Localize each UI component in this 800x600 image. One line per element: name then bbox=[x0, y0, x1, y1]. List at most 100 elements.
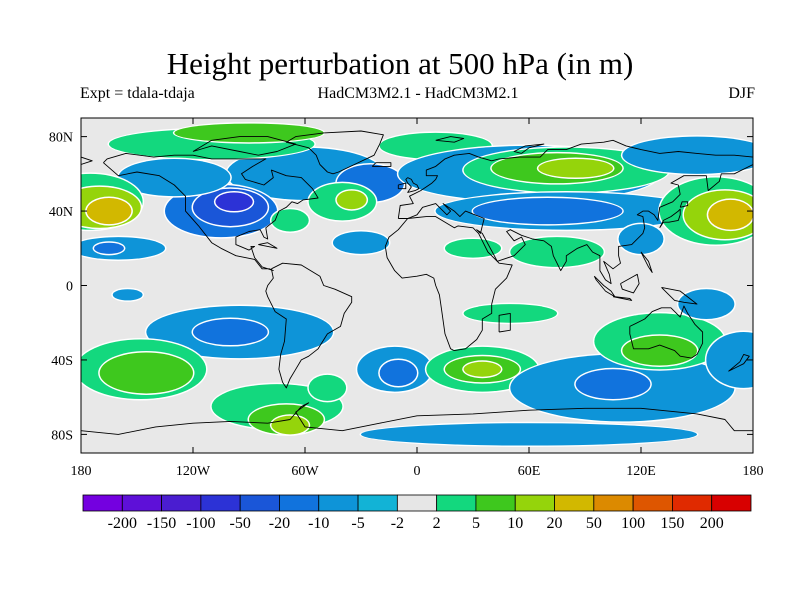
experiment-label: Expt = tdala-tdaja bbox=[80, 85, 195, 102]
colorbar-label: 10 bbox=[507, 515, 523, 532]
colorbar-swatch bbox=[161, 494, 202, 512]
colorbar-label: -200 bbox=[108, 515, 137, 532]
contour-region bbox=[361, 423, 697, 446]
coastline bbox=[384, 216, 513, 352]
colorbar-swatch bbox=[279, 494, 320, 512]
y-axis-ticks: 80N 40N 0 40S 80S bbox=[49, 131, 753, 443]
colorbar-swatch bbox=[711, 494, 752, 512]
colorbar-swatch bbox=[672, 494, 713, 512]
coastline bbox=[81, 156, 93, 165]
contour-region bbox=[86, 198, 132, 225]
coastline bbox=[397, 139, 753, 219]
coastline bbox=[679, 201, 689, 208]
x-axis-ticks: 180 120W 60W 0 60E 120E 180 bbox=[71, 118, 764, 479]
colorbar-label: -50 bbox=[230, 515, 251, 532]
model-label: HadCM3M2.1 - HadCM3M2.1 bbox=[317, 85, 519, 102]
x-tick-label: 180 bbox=[71, 464, 92, 479]
x-tick-label: 60W bbox=[291, 464, 319, 479]
colorbar-label: 50 bbox=[586, 515, 602, 532]
colorbar-label: -20 bbox=[269, 515, 290, 532]
contour-region bbox=[706, 332, 753, 388]
colorbar-swatch bbox=[318, 494, 359, 512]
colorbar-swatch bbox=[239, 494, 280, 512]
colorbar-swatch bbox=[554, 494, 595, 512]
x-tick-label: 120W bbox=[176, 464, 211, 479]
contour-region bbox=[473, 198, 623, 225]
contour-region bbox=[215, 192, 253, 212]
colorbar-label: -5 bbox=[351, 515, 364, 532]
coastline bbox=[192, 136, 297, 156]
contour-region bbox=[463, 361, 502, 377]
contour-region bbox=[538, 158, 614, 178]
coastline bbox=[258, 242, 278, 249]
colorbar-label: -150 bbox=[147, 515, 176, 532]
colorbar-swatch bbox=[357, 494, 398, 512]
colorbar: -200 -150 -100 -50 -20 -10 -5 -2 2 5 10 20 50 100 150 2… bbox=[82, 494, 752, 532]
coastline bbox=[265, 262, 353, 389]
contour-region bbox=[308, 374, 347, 401]
y-tick-label: 0 bbox=[66, 280, 73, 295]
contour-region bbox=[118, 158, 231, 197]
y-tick-label: 40N bbox=[49, 205, 73, 220]
colorbar-label: 150 bbox=[660, 515, 684, 532]
contour-region bbox=[193, 319, 268, 346]
coastline bbox=[629, 305, 704, 359]
coastline bbox=[285, 130, 384, 175]
colorbar-label: 2 bbox=[433, 515, 441, 532]
colorbar-swatch bbox=[436, 494, 477, 512]
coastline bbox=[513, 143, 545, 154]
coastline bbox=[659, 208, 681, 229]
colorbar-swatch bbox=[514, 494, 555, 512]
contour-region bbox=[379, 359, 418, 386]
coastline bbox=[81, 402, 753, 435]
contour-region bbox=[575, 369, 651, 400]
coastline bbox=[103, 152, 319, 272]
contour-region bbox=[622, 335, 698, 366]
x-tick-label: 60E bbox=[518, 464, 541, 479]
contour-region bbox=[271, 415, 309, 435]
x-tick-label: 180 bbox=[743, 464, 764, 479]
coastline bbox=[435, 136, 465, 143]
colorbar-swatch bbox=[396, 494, 438, 512]
plot-title: Height perturbation at 500 hPa (in m) bbox=[166, 46, 634, 81]
y-tick-label: 80N bbox=[49, 131, 73, 146]
contour-region bbox=[174, 123, 324, 143]
contour-region bbox=[94, 242, 124, 254]
colorbar-label: 100 bbox=[621, 515, 645, 532]
colorbar-swatch bbox=[632, 494, 673, 512]
colorbar-swatch bbox=[200, 494, 241, 512]
coastline bbox=[661, 286, 698, 305]
y-tick-label: 40S bbox=[51, 354, 73, 369]
x-tick-label: 0 bbox=[414, 464, 421, 479]
contour-region bbox=[445, 238, 501, 258]
colorbar-label: -2 bbox=[391, 515, 404, 532]
coastline bbox=[728, 353, 750, 372]
colorbar-swatch bbox=[593, 494, 634, 512]
coastline bbox=[371, 162, 392, 167]
contour-region bbox=[336, 190, 367, 210]
contour-fills bbox=[81, 122, 753, 448]
colorbar-label: 5 bbox=[472, 515, 480, 532]
coastline bbox=[640, 251, 653, 273]
contour-region bbox=[271, 209, 309, 232]
colorbar-label: 20 bbox=[547, 515, 563, 532]
coastline bbox=[620, 273, 640, 294]
coastlines bbox=[81, 130, 753, 435]
contour-region bbox=[333, 231, 389, 254]
contour-region bbox=[618, 224, 664, 254]
coastline bbox=[498, 312, 511, 333]
colorbar-label: -10 bbox=[308, 515, 329, 532]
contour-region bbox=[622, 136, 753, 174]
coastline bbox=[397, 182, 407, 190]
colorbar-swatch bbox=[121, 494, 162, 512]
contour-region bbox=[708, 199, 753, 230]
contour-region bbox=[510, 237, 604, 267]
season-label: DJF bbox=[728, 85, 755, 102]
coastline bbox=[405, 177, 420, 193]
contour-region bbox=[99, 352, 193, 394]
colorbar-swatch bbox=[475, 494, 516, 512]
x-tick-label: 120E bbox=[626, 464, 656, 479]
colorbar-label: -100 bbox=[186, 515, 215, 532]
colorbar-label: 200 bbox=[700, 515, 724, 532]
